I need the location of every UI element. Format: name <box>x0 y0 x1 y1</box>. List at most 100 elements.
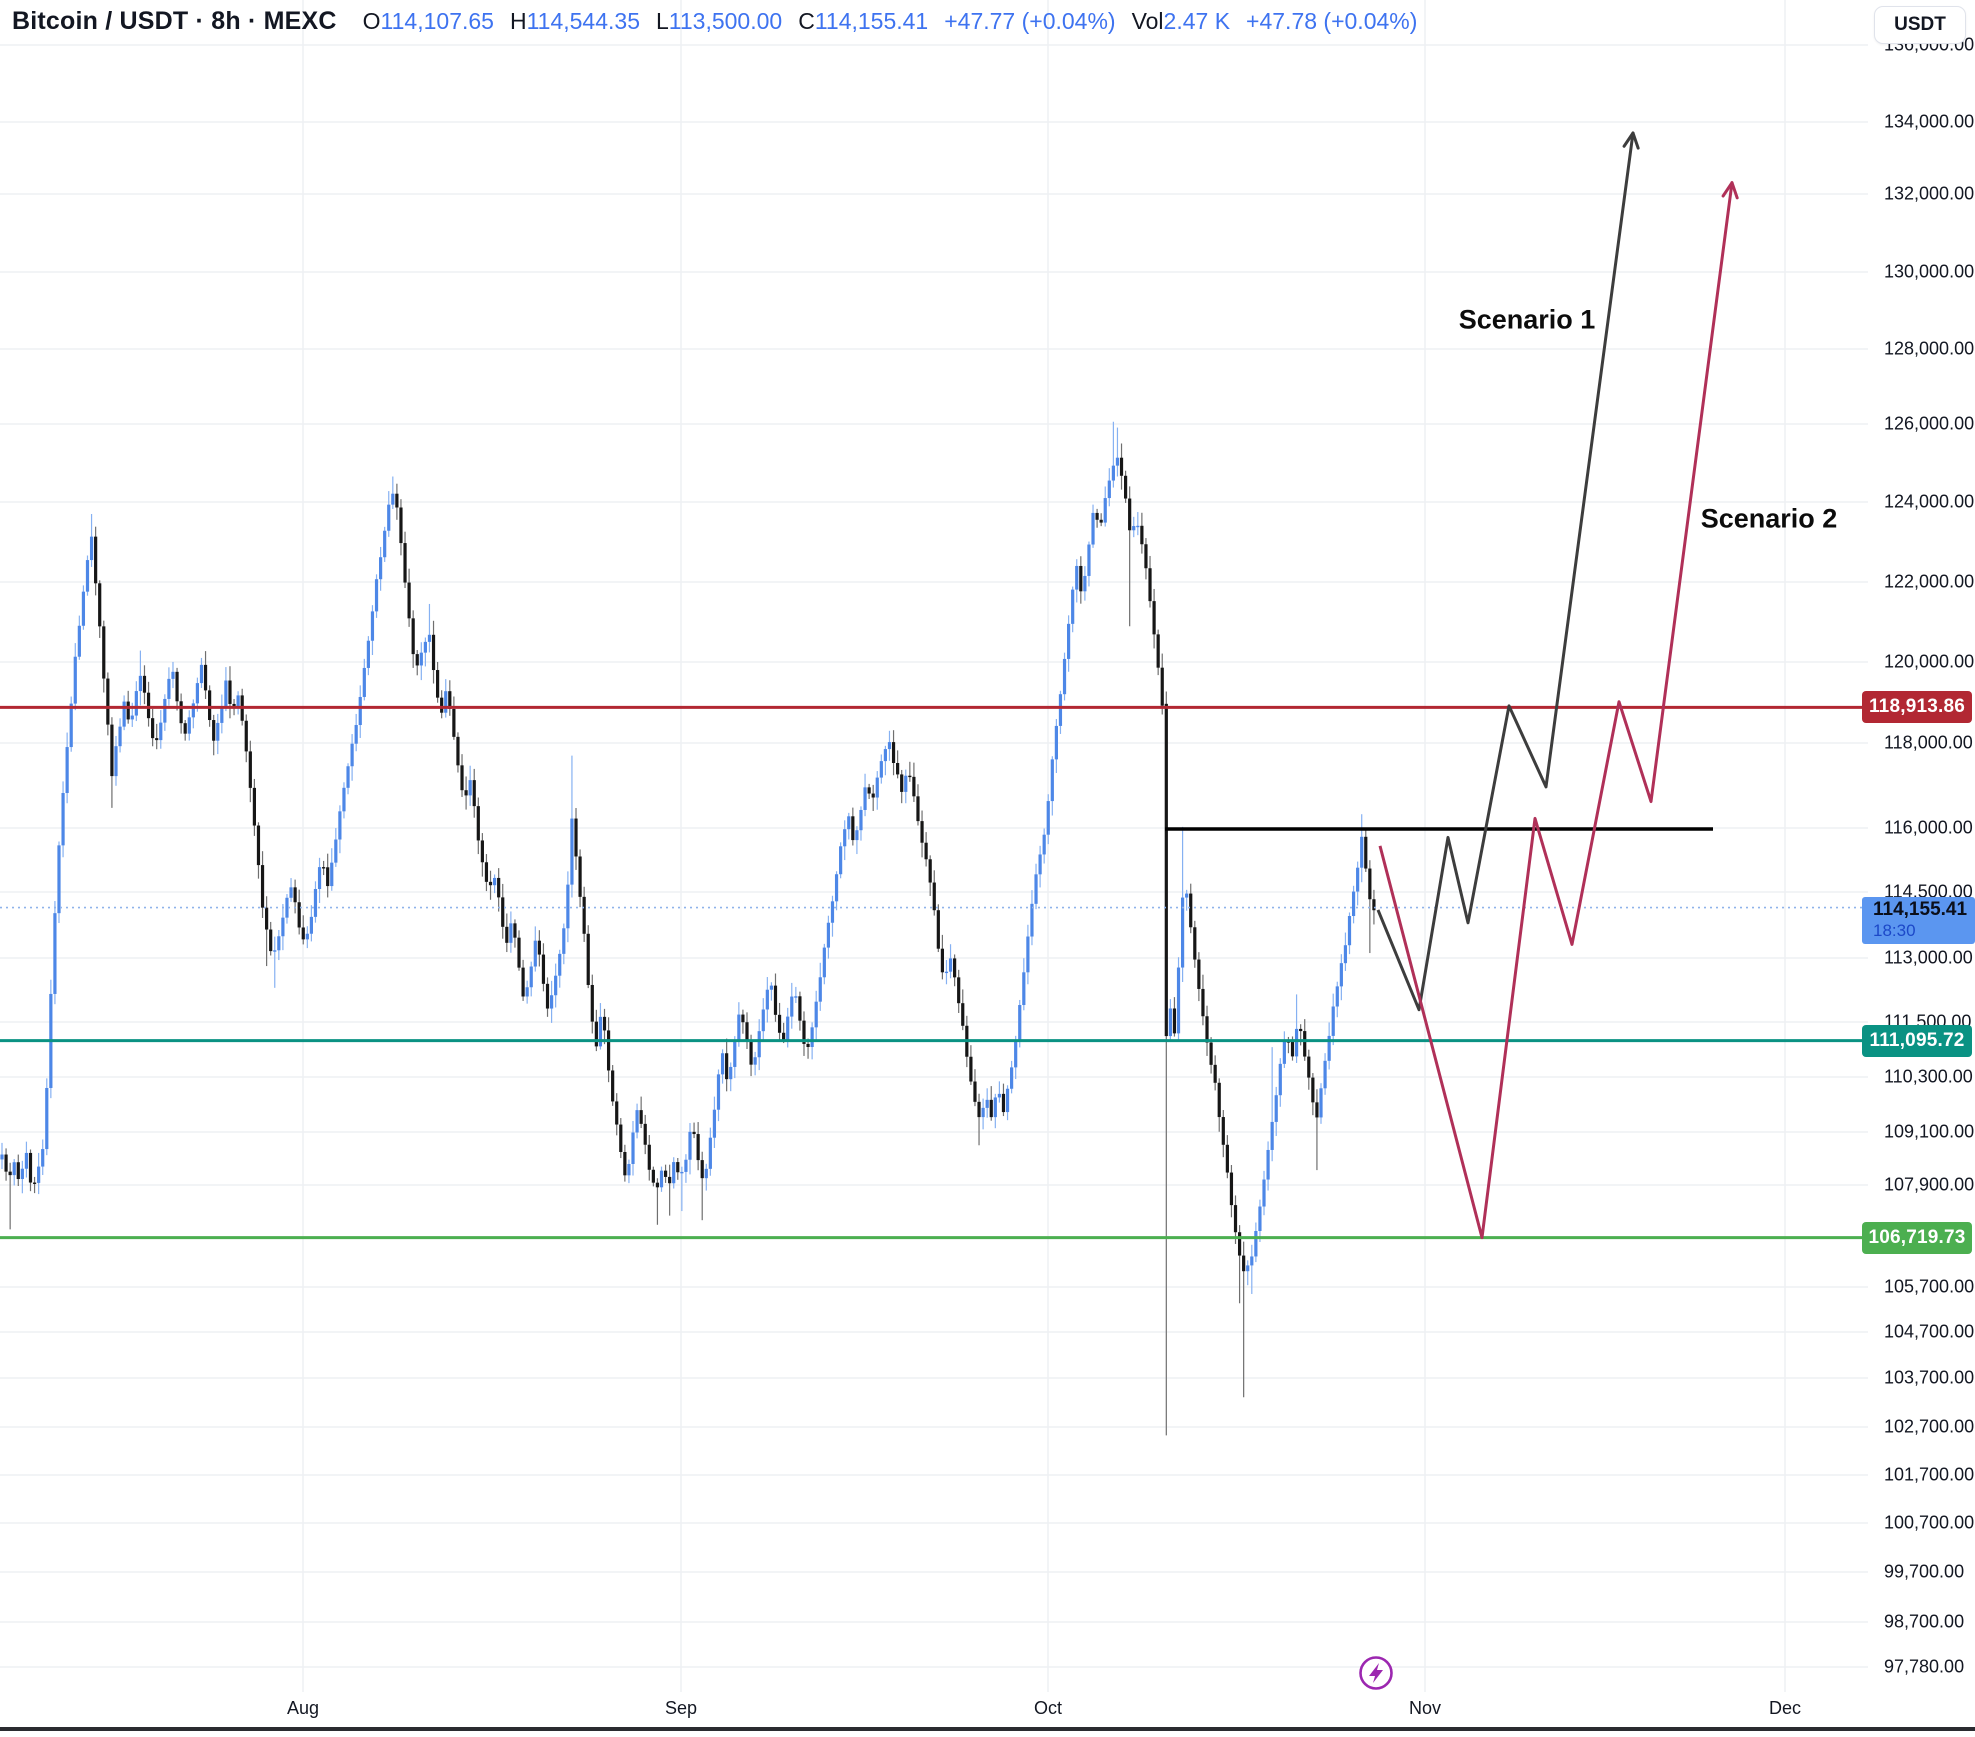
candle-body <box>1242 1255 1246 1272</box>
candle-body <box>1058 694 1063 726</box>
candle-body <box>1079 565 1083 592</box>
candle-body <box>924 842 928 860</box>
candle-body <box>228 680 232 704</box>
candle-body <box>212 720 216 741</box>
candle-body <box>948 958 953 972</box>
scenario2-label[interactable]: Scenario 2 <box>1700 503 1838 534</box>
candle-body <box>566 884 570 929</box>
candle-body <box>1193 927 1197 960</box>
candle-body <box>916 796 920 822</box>
candle-body <box>668 1176 672 1184</box>
candle-body <box>1258 1206 1262 1232</box>
candle-body <box>615 1101 619 1125</box>
candle-body <box>497 877 501 898</box>
candle-body <box>590 984 594 1022</box>
candle-body <box>403 543 407 583</box>
candle-body <box>891 742 896 763</box>
candle-body <box>651 1169 655 1183</box>
candle-body <box>191 703 195 718</box>
candle-body <box>440 697 444 713</box>
candle-body <box>692 1131 696 1135</box>
candle-body <box>167 678 171 699</box>
candle-body <box>89 536 94 561</box>
time-axis-label: Oct <box>1033 1698 1063 1718</box>
candle-body <box>558 953 562 976</box>
candle-body <box>423 641 427 653</box>
candle-body <box>1270 1121 1274 1150</box>
candle-body <box>989 1099 993 1118</box>
scenario-path-1[interactable] <box>1376 132 1635 1012</box>
candle-body <box>1062 658 1067 695</box>
candle-body <box>1087 544 1091 576</box>
candle-body <box>533 940 537 967</box>
candle-body <box>358 696 362 726</box>
candle-body <box>1197 959 1201 989</box>
candle-body <box>374 579 379 612</box>
candle-body <box>163 698 167 723</box>
candle-body <box>900 774 904 792</box>
candle-body <box>1225 1144 1229 1173</box>
currency-toggle-button[interactable]: USDT <box>1874 6 1966 44</box>
candle-body <box>920 821 924 843</box>
candle-body <box>704 1168 708 1179</box>
candle-body <box>1030 903 1034 937</box>
price-axis-label: 107,900.00 <box>1884 1174 1975 1195</box>
candle-body <box>1307 1056 1311 1078</box>
candle-body <box>126 701 130 720</box>
candle-body <box>729 1066 733 1080</box>
price-axis-label: 120,000.00 <box>1884 651 1975 672</box>
candle-body <box>122 701 126 727</box>
lightning-event-icon[interactable] <box>1359 1656 1393 1690</box>
chart-legend: Bitcoin / USDT · 8h · MEXC O114,107.65 H1… <box>12 7 1433 36</box>
candle-body <box>1347 916 1352 946</box>
scenario1-label[interactable]: Scenario 1 <box>1458 304 1596 335</box>
candle-body <box>769 985 774 990</box>
candle-body <box>790 996 794 1017</box>
candle-body <box>346 766 350 788</box>
candle-body <box>187 717 191 734</box>
candle-body <box>745 1022 749 1041</box>
candle-body <box>460 765 464 791</box>
price-axis-label: 100,700.00 <box>1884 1512 1975 1533</box>
candle-body <box>798 996 802 1021</box>
candle-body <box>81 591 86 626</box>
candle-body <box>529 966 533 988</box>
price-axis-label: 130,000.00 <box>1884 261 1975 282</box>
candle-body <box>65 747 69 794</box>
time-axis-label: Sep <box>664 1698 698 1718</box>
candle-body <box>1119 457 1124 476</box>
price-axis[interactable]: 136,000.00 134,000.00 132,000.00 130,000.00… <box>1868 0 1975 1692</box>
candle-body <box>1026 936 1030 973</box>
candle-body <box>802 1020 806 1044</box>
candle-body <box>322 867 326 869</box>
candle-body <box>1299 1028 1303 1032</box>
candle-body <box>427 634 432 642</box>
candle-body <box>1205 1016 1209 1043</box>
candle-body <box>1095 512 1099 520</box>
candle-body <box>944 971 949 974</box>
candle-body <box>940 948 945 973</box>
candle-body <box>73 656 77 704</box>
candle-body <box>696 1134 700 1161</box>
candle-body <box>53 913 57 994</box>
last-price-value: 114,155.41 <box>1873 898 1968 920</box>
candle-body <box>1343 945 1348 964</box>
price-axis-label: 103,700.00 <box>1884 1367 1975 1388</box>
candle-body <box>338 811 342 840</box>
ohlc-item: Vol2.47 K <box>1131 8 1231 34</box>
time-axis-label: Dec <box>1768 1698 1802 1718</box>
price-axis-label: 134,000.00 <box>1884 111 1975 132</box>
candle-body <box>16 1162 20 1180</box>
candle-body <box>647 1144 651 1170</box>
resistance-price-tag: 118,913.86 <box>1862 691 1972 724</box>
candle-body <box>1128 498 1132 531</box>
candle-body <box>395 493 399 508</box>
candle-body <box>806 1043 810 1047</box>
candle-body <box>236 695 240 708</box>
candle-body <box>151 718 155 739</box>
scenario-path-2[interactable] <box>1378 182 1734 1240</box>
symbol-title: Bitcoin / USDT · 8h · MEXC <box>12 7 337 35</box>
candle-body <box>85 560 90 592</box>
candle-body <box>867 787 871 794</box>
